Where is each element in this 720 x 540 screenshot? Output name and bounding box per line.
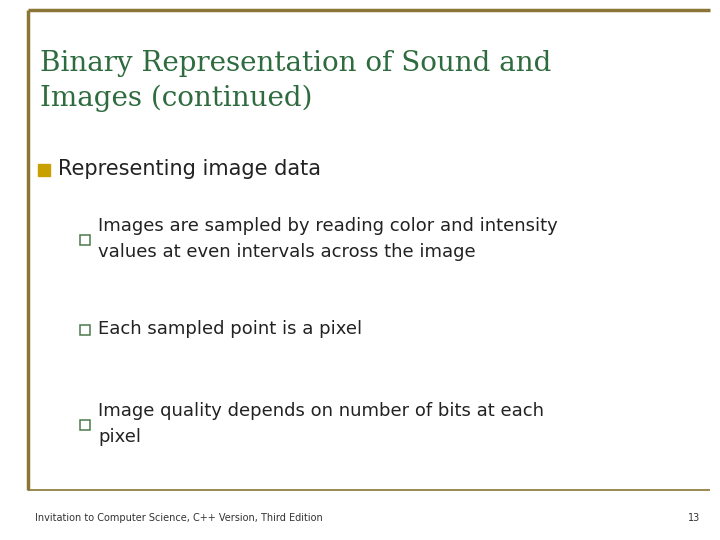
Text: 13: 13 <box>688 513 700 523</box>
Bar <box>80 420 90 430</box>
Text: Each sampled point is a pixel: Each sampled point is a pixel <box>98 320 362 338</box>
Text: Representing image data: Representing image data <box>58 159 321 179</box>
Bar <box>80 235 90 245</box>
Text: Images (continued): Images (continued) <box>40 85 312 112</box>
Text: Images are sampled by reading color and intensity
values at even intervals acros: Images are sampled by reading color and … <box>98 217 558 261</box>
Bar <box>80 325 90 335</box>
Text: Invitation to Computer Science, C++ Version, Third Edition: Invitation to Computer Science, C++ Vers… <box>35 513 323 523</box>
Text: Image quality depends on number of bits at each
pixel: Image quality depends on number of bits … <box>98 402 544 446</box>
Bar <box>38 164 50 176</box>
Text: Binary Representation of Sound and: Binary Representation of Sound and <box>40 50 552 77</box>
